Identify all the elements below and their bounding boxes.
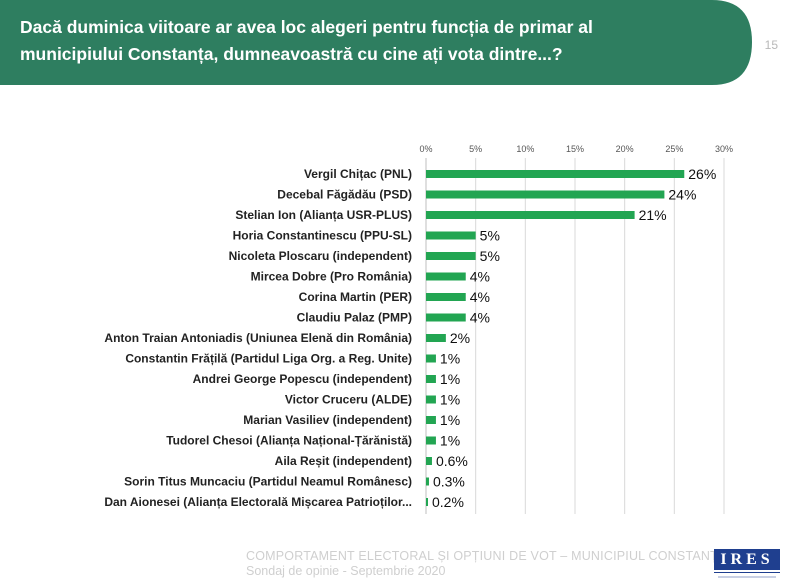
x-tick-label: 20% (616, 144, 634, 154)
x-tick-label: 0% (419, 144, 432, 154)
data-label: 1% (440, 433, 460, 449)
category-label: Victor Cruceru (ALDE) (285, 393, 412, 407)
bar (426, 170, 685, 178)
category-label: Aila Reșit (independent) (275, 454, 412, 468)
bar (426, 416, 436, 424)
x-tick-label: 30% (715, 144, 733, 154)
category-label: Andrei George Popescu (independent) (193, 372, 412, 386)
category-label: Constantin Frățilă (Partidul Liga Org. a… (125, 352, 412, 366)
footer-subtitle: Sondaj de opinie - Septembrie 2020 (246, 564, 446, 578)
category-label: Tudorel Chesoi (Alianța Național-Țărănis… (166, 434, 412, 448)
header-band: Dacă duminica viitoare ar avea loc alege… (0, 0, 800, 85)
data-label: 5% (480, 228, 500, 244)
data-label: 26% (688, 166, 716, 182)
bar (426, 211, 635, 219)
footer-title: COMPORTAMENT ELECTORAL ȘI OPȚIUNI DE VOT… (246, 549, 727, 563)
x-tick-label: 10% (516, 144, 534, 154)
data-label: 5% (480, 248, 500, 264)
bar (426, 457, 432, 465)
x-tick-label: 15% (566, 144, 584, 154)
data-label: 4% (470, 289, 490, 305)
data-label: 1% (440, 412, 460, 428)
bar (426, 190, 665, 199)
data-label: 1% (440, 351, 460, 367)
category-label: Mircea Dobre (Pro România) (251, 270, 412, 284)
category-label: Horia Constantinescu (PPU-SL) (233, 229, 412, 243)
bar (426, 354, 436, 363)
bar (426, 477, 429, 486)
bar (426, 272, 466, 281)
bar (426, 334, 446, 342)
category-label: Anton Traian Antoniadis (Uniunea Elenă d… (104, 331, 412, 345)
category-label: Decebal Făgădău (PSD) (277, 188, 412, 202)
footer: COMPORTAMENT ELECTORAL ȘI OPȚIUNI DE VOT… (246, 549, 727, 579)
bar-chart: 0% 5% 10% 15% 20% 25% 30% Vergil Chițac (PNL) 26… (104, 144, 733, 514)
logo-text: IRES (714, 549, 780, 570)
page-title: Dacă duminica viitoare ar avea loc alege… (20, 17, 593, 64)
category-label: Dan Aionesei (Alianța Electorală Mișcare… (104, 495, 412, 509)
data-label: 4% (470, 269, 490, 285)
logo-rule (714, 572, 780, 577)
bar (426, 313, 466, 322)
x-tick-label: 5% (469, 144, 482, 154)
logo-tagline-band (718, 576, 776, 578)
bar (426, 375, 436, 383)
data-label: 21% (639, 207, 667, 223)
data-label: 0.3% (433, 474, 465, 490)
category-label: Corina Martin (PER) (299, 290, 412, 304)
data-label: 0.2% (432, 494, 464, 510)
bar (426, 252, 476, 260)
category-label: Nicoleta Ploscaru (independent) (229, 249, 412, 263)
category-label: Marian Vasiliev (independent) (243, 413, 412, 427)
category-label: Claudiu Palaz (PMP) (297, 311, 412, 325)
data-label: 1% (440, 392, 460, 408)
data-label: 4% (470, 310, 490, 326)
data-label: 1% (440, 371, 460, 387)
bar (426, 498, 428, 506)
data-label: 2% (450, 330, 470, 346)
bar (426, 395, 436, 404)
x-tick-label: 25% (665, 144, 683, 154)
header-shape (0, 0, 752, 85)
data-label: 24% (668, 187, 696, 203)
category-label: Sorin Titus Muncaciu (Partidul Neamul Ro… (124, 475, 412, 489)
category-label: Stelian Ion (Alianța USR-PLUS) (235, 208, 412, 222)
bar (426, 231, 476, 240)
bar (426, 293, 466, 301)
category-label: Vergil Chițac (PNL) (304, 167, 412, 181)
data-label: 0.6% (436, 453, 468, 469)
bar (426, 436, 436, 445)
page-number: 15 (764, 38, 778, 52)
ires-logo: IRES (714, 549, 780, 581)
